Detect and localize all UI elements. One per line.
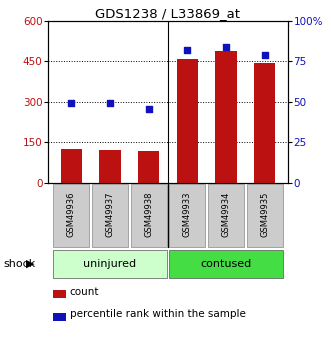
Bar [53, 290, 66, 298]
FancyBboxPatch shape [169, 184, 205, 247]
Bar [53, 313, 66, 321]
Point [107, 100, 113, 105]
Bar [254, 63, 275, 183]
Bar [215, 51, 237, 183]
Text: ▶: ▶ [25, 259, 34, 269]
Text: GSM49937: GSM49937 [106, 191, 115, 237]
Text: GSM49935: GSM49935 [260, 191, 269, 237]
Bar [138, 151, 159, 183]
Text: GSM49936: GSM49936 [67, 191, 76, 237]
Point [223, 45, 229, 50]
Text: contused: contused [200, 259, 252, 269]
Title: GDS1238 / L33869_at: GDS1238 / L33869_at [95, 7, 241, 20]
Point [146, 106, 151, 112]
FancyBboxPatch shape [247, 184, 283, 247]
Text: uninjured: uninjured [83, 259, 136, 269]
Text: GSM49933: GSM49933 [183, 191, 192, 237]
FancyBboxPatch shape [131, 184, 166, 247]
Text: percentile rank within the sample: percentile rank within the sample [70, 309, 246, 319]
FancyBboxPatch shape [53, 184, 89, 247]
Text: count: count [70, 287, 99, 297]
FancyBboxPatch shape [169, 250, 283, 278]
Text: shock: shock [3, 259, 35, 269]
Bar [99, 150, 120, 183]
Bar [177, 59, 198, 183]
FancyBboxPatch shape [208, 184, 244, 247]
FancyBboxPatch shape [53, 250, 166, 278]
Point [185, 47, 190, 53]
Text: GSM49938: GSM49938 [144, 191, 153, 237]
Bar [61, 149, 82, 183]
Text: GSM49934: GSM49934 [221, 191, 230, 237]
Point [69, 101, 74, 106]
Point [262, 52, 267, 58]
FancyBboxPatch shape [92, 184, 128, 247]
